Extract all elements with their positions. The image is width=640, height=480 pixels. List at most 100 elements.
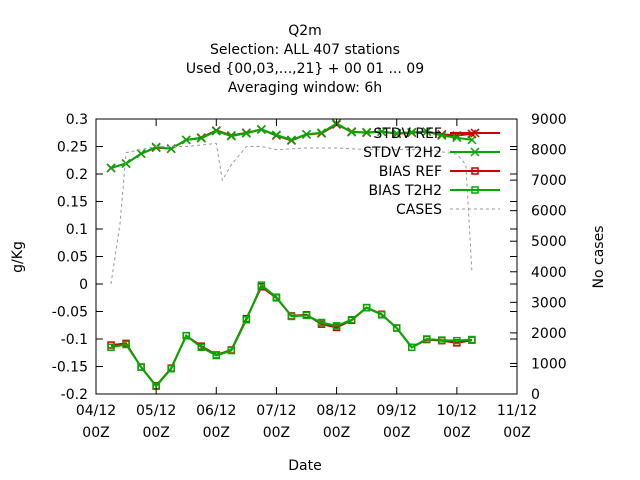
data-point xyxy=(332,322,341,330)
x-tick-label-line: 06/12 xyxy=(196,403,236,419)
data-point xyxy=(107,343,115,351)
y2-tick-label: 2000 xyxy=(531,326,567,342)
y2-axis-label: No cases xyxy=(591,226,607,289)
data-point xyxy=(317,128,327,138)
x-tick-label: 06/12 00Z xyxy=(196,403,236,441)
data-point xyxy=(392,128,402,138)
x-tick-label: 05/12 00Z xyxy=(136,403,176,441)
x-tick-label-line: 00Z xyxy=(142,425,169,441)
data-point xyxy=(347,316,356,324)
series-line xyxy=(110,142,473,285)
data-point xyxy=(226,131,236,141)
data-point xyxy=(301,129,312,139)
y2-tick-label: 8000 xyxy=(531,143,567,159)
data-point xyxy=(287,312,296,321)
data-point xyxy=(362,303,371,312)
axes-layer: -0.2 -0.15 -0.1 -0.05 0 0.05 0.1 0.15 0.2 0.25 0.3… xyxy=(52,112,567,441)
legend-entry-bias-t2h2: BIAS T2H2 xyxy=(368,183,500,199)
x-tick-label-line: 10/12 xyxy=(437,403,477,419)
y-tick-label: 0.15 xyxy=(57,195,88,211)
legend-entry-stdv-ref: STDV REF xyxy=(373,126,500,142)
y-tick-label: -0.2 xyxy=(61,387,88,403)
data-point xyxy=(437,129,447,139)
data-point-stroke xyxy=(467,135,477,145)
y-tick-label: -0.1 xyxy=(61,332,88,348)
data-point xyxy=(302,311,311,320)
y-tick-label: -0.15 xyxy=(52,360,88,376)
data-point xyxy=(317,318,326,327)
legend-marker xyxy=(470,147,480,157)
x-tick-label-line: 04/12 xyxy=(76,403,116,419)
x-tick-label-line: 08/12 xyxy=(316,403,356,419)
legend-label: STDV REF xyxy=(373,126,442,142)
y-tick-label: 0.3 xyxy=(66,112,88,128)
x-tick-label-line: 00Z xyxy=(263,425,290,441)
data-point-stroke xyxy=(241,128,251,138)
data-point xyxy=(437,130,447,141)
x-tick-label-line: 00Z xyxy=(503,425,530,441)
y-tick-label: 0.2 xyxy=(66,167,88,183)
y-tick-label: -0.05 xyxy=(52,305,88,321)
data-point xyxy=(272,293,281,301)
data-point xyxy=(362,127,372,137)
data-point-stroke xyxy=(256,124,266,134)
data-point-stroke xyxy=(392,128,402,138)
y-tick-label: 0.05 xyxy=(57,250,88,266)
legend-entry-bias-ref: BIAS REF xyxy=(379,164,500,180)
x-tick-label-line: 00Z xyxy=(203,425,230,441)
data-point xyxy=(182,331,190,340)
data-point xyxy=(181,135,191,145)
data-point xyxy=(422,127,432,137)
x-tick-label-line: 07/12 xyxy=(256,403,296,419)
x-tick-label: 04/12 00Z xyxy=(76,403,116,441)
data-point-stroke xyxy=(347,127,357,137)
data-point-stroke xyxy=(317,128,327,138)
data-point xyxy=(151,142,161,152)
series-line xyxy=(110,283,472,388)
title-line-3: Used {00,03,...,21} + 00 01 ... 09 xyxy=(186,61,424,77)
data-point-stroke xyxy=(452,133,462,143)
legend-label: BIAS T2H2 xyxy=(368,183,442,199)
data-point xyxy=(286,135,296,145)
data-point xyxy=(227,346,236,355)
data-point xyxy=(468,335,476,344)
data-point xyxy=(423,335,431,343)
x-tick-label-line: 11/12 xyxy=(497,403,537,419)
legend-marker xyxy=(471,186,479,194)
x-tick-label: 11/12 00Z xyxy=(497,403,537,441)
x-tick-label: 09/12 00Z xyxy=(377,403,417,441)
data-point xyxy=(211,126,221,136)
x-tick-label-line: 00Z xyxy=(323,425,350,441)
data-point xyxy=(136,149,146,159)
data-point xyxy=(241,128,251,138)
data-point xyxy=(122,340,130,349)
y2-tick-label: 1000 xyxy=(531,356,567,372)
x-tick-label-line: 09/12 xyxy=(377,403,417,419)
data-point xyxy=(407,127,417,137)
y-axis-label: g/Kg xyxy=(10,241,26,273)
legend-marker xyxy=(471,167,479,175)
plot-frame xyxy=(95,118,518,395)
data-point xyxy=(196,133,206,143)
data-point-stroke xyxy=(437,130,447,141)
series-cases xyxy=(110,142,473,285)
y2-tick-label: 7000 xyxy=(531,173,567,189)
y2-tick-label: 5000 xyxy=(531,234,567,250)
data-point xyxy=(106,163,116,173)
data-point xyxy=(347,127,357,137)
x-tick-label-line: 00Z xyxy=(443,425,470,441)
data-point-stroke xyxy=(286,135,296,145)
data-point xyxy=(212,351,221,360)
data-point-stroke xyxy=(422,127,432,137)
x-tick-label-line: 05/12 xyxy=(136,403,176,419)
y-tick-label: 0.25 xyxy=(57,140,88,156)
data-point xyxy=(452,133,462,143)
data-point-stroke xyxy=(362,127,372,137)
series-bias-t2h2 xyxy=(107,281,476,391)
data-point-stroke xyxy=(106,163,116,173)
title-line-1: Q2m xyxy=(288,23,322,39)
data-point-stroke xyxy=(196,133,206,143)
legend-entry-stdv-t2h2: STDV T2H2 xyxy=(363,145,500,161)
series-bias-ref xyxy=(107,283,476,390)
